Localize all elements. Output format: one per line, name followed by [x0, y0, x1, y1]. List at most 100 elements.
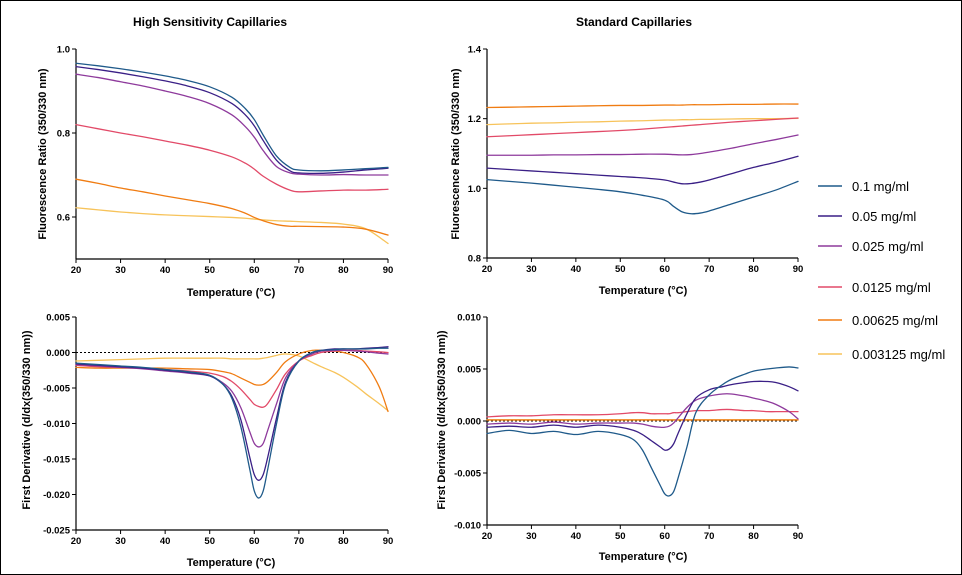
x-tick-label: 40: [160, 536, 171, 547]
y-tick-label: 0.005: [46, 313, 70, 324]
panel-title: Standard Capillaries: [576, 15, 692, 29]
legend-item: 0.003125 mg/ml: [818, 347, 945, 362]
x-tick-label: 30: [115, 265, 126, 276]
panel-standard-derivative: Temperature (°C) First Derivative (d/dx(…: [436, 313, 803, 564]
x-tick-label: 30: [526, 264, 537, 275]
x-tick-label: 30: [526, 531, 537, 542]
series-line: [486, 366, 799, 497]
legend-label: 0.00625 mg/ml: [852, 313, 938, 328]
series-line: [75, 353, 389, 412]
series-line: [75, 349, 389, 413]
x-tick-label: 70: [294, 265, 305, 276]
x-tick-label: 20: [482, 531, 493, 542]
series-line: [75, 62, 389, 172]
panel-high-sensitivity-derivative: Temperature (°C) First Derivative (d/dx(…: [21, 313, 393, 570]
series-line: [75, 349, 389, 448]
legend-label: 0.025 mg/ml: [852, 239, 924, 254]
x-tick-label: 80: [748, 264, 759, 275]
y-tick-label: 0.000: [457, 417, 481, 428]
series-line: [75, 346, 389, 481]
series-line: [486, 117, 799, 138]
x-tick-label: 80: [338, 265, 349, 276]
x-axis-title: Temperature (°C): [187, 287, 276, 299]
series-line: [75, 178, 389, 236]
y-tick-label: -0.005: [454, 469, 482, 480]
y-tick-label: 0.010: [457, 313, 481, 324]
legend-item: 0.00625 mg/ml: [818, 313, 938, 328]
legend-label: 0.05 mg/ml: [852, 209, 916, 224]
x-tick-label: 80: [338, 536, 349, 547]
series-line: [486, 117, 799, 126]
legend-label: 0.003125 mg/ml: [852, 347, 945, 362]
x-tick-label: 50: [615, 531, 626, 542]
y-tick-label: 1.0: [468, 184, 481, 195]
panel-title: High Sensitivity Capillaries: [133, 15, 287, 29]
x-tick-label: 50: [204, 536, 215, 547]
series-line: [486, 155, 799, 185]
y-tick-label: 1.4: [468, 45, 482, 56]
legend-label: 0.0125 mg/ml: [852, 280, 931, 295]
panel-standard-ratio: Standard Capillaries Temperature (°C) Fl…: [450, 15, 803, 297]
series-line: [486, 380, 799, 451]
x-tick-label: 40: [160, 265, 171, 276]
y-tick-label: 1.2: [468, 114, 481, 125]
x-tick-label: 70: [294, 536, 305, 547]
x-tick-label: 40: [571, 264, 582, 275]
x-tick-label: 50: [615, 264, 626, 275]
series-line: [75, 123, 389, 193]
series-line: [486, 178, 799, 215]
series-line: [75, 207, 389, 245]
legend-item: 0.05 mg/ml: [818, 209, 916, 224]
x-tick-label: 70: [704, 264, 715, 275]
series-line: [75, 347, 389, 499]
y-tick-label: 0.6: [57, 213, 70, 224]
x-tick-label: 70: [704, 531, 715, 542]
y-axis-title: First Derivative (d/dx(350/330 nm)): [436, 330, 448, 509]
y-tick-label: 0.8: [468, 254, 481, 265]
y-tick-label: 1.0: [57, 45, 70, 56]
x-tick-label: 90: [383, 265, 394, 276]
x-tick-label: 80: [748, 531, 759, 542]
x-tick-label: 60: [659, 531, 670, 542]
y-axis-title: Fluorescence Ratio (350/330 nm): [37, 68, 49, 240]
x-axis-title: Temperature (°C): [187, 557, 276, 569]
y-tick-label: -0.010: [454, 521, 481, 532]
x-tick-label: 90: [793, 264, 804, 275]
series-line: [486, 393, 799, 429]
legend-label: 0.1 mg/ml: [852, 179, 909, 194]
legend-item: 0.0125 mg/ml: [818, 280, 931, 295]
series-line: [486, 134, 799, 156]
x-tick-label: 20: [482, 264, 493, 275]
legend-item: 0.1 mg/ml: [818, 179, 909, 194]
y-tick-label: -0.025: [43, 526, 71, 537]
x-tick-label: 60: [249, 536, 260, 547]
panel-high-sensitivity-ratio: High Sensitivity Capillaries Temperature…: [37, 15, 393, 299]
x-tick-label: 60: [249, 265, 260, 276]
y-tick-label: -0.005: [43, 384, 71, 395]
y-tick-label: -0.015: [43, 455, 71, 466]
legend: 0.1 mg/ml 0.05 mg/ml 0.025 mg/ml 0.0125 …: [818, 179, 945, 362]
x-tick-label: 20: [71, 536, 82, 547]
series-line: [75, 65, 389, 175]
x-tick-label: 40: [571, 531, 582, 542]
legend-item: 0.025 mg/ml: [818, 239, 924, 254]
series-line: [486, 408, 799, 418]
y-axis-title: First Derivative (d/dx(350/330 nm)): [21, 330, 33, 509]
y-tick-label: 0.000: [46, 348, 70, 359]
y-tick-label: -0.010: [43, 419, 70, 430]
x-axis-title: Temperature (°C): [599, 285, 688, 297]
x-tick-label: 30: [115, 536, 126, 547]
y-tick-label: 0.8: [57, 129, 70, 140]
y-tick-label: -0.020: [43, 490, 70, 501]
x-tick-label: 20: [71, 265, 82, 276]
series-line: [486, 103, 799, 109]
x-tick-label: 50: [204, 265, 215, 276]
series-line: [75, 73, 389, 176]
y-axis-title: Fluorescence Ratio (350/330 nm): [450, 68, 462, 240]
x-tick-label: 90: [383, 536, 394, 547]
x-tick-label: 90: [793, 531, 804, 542]
y-tick-label: 0.005: [457, 365, 481, 376]
x-axis-title: Temperature (°C): [599, 551, 688, 563]
x-tick-label: 60: [659, 264, 670, 275]
